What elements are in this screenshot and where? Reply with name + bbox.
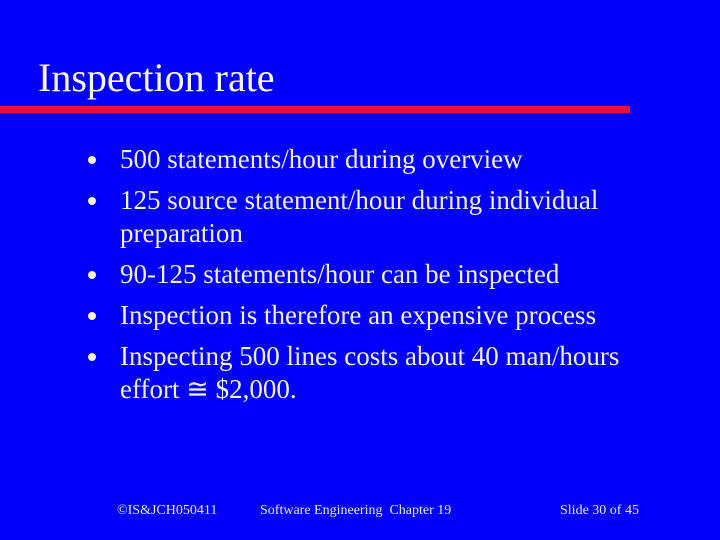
footer-course-label: Software Engineering Chapter 19 — [260, 503, 452, 518]
bullet-dot-icon — [88, 353, 96, 361]
bullet-dot-icon — [88, 312, 96, 320]
bullet-line: Inspecting 500 lines costs about 40 man/… — [120, 341, 620, 371]
bullet-item: 90-125 statements/hour can be inspected — [88, 258, 660, 291]
bullet-item: 125 source statement/hour during individ… — [88, 184, 660, 250]
slide-footer: ©IS&JCH050411 Software Engineering Chapt… — [0, 502, 720, 522]
bullet-line: 500 statements/hour during overview — [120, 144, 523, 174]
bullet-line: effort ≅ $2,000. — [120, 374, 297, 404]
footer-copyright: ©IS&JCH050411 — [117, 503, 218, 518]
bullet-item: 500 statements/hour during overview — [88, 143, 660, 176]
bullet-item: Inspection is therefore an expensive pro… — [88, 299, 660, 332]
bullet-dot-icon — [88, 271, 96, 279]
bullet-line: Inspection is therefore an expensive pro… — [120, 300, 597, 330]
bullet-line: 90-125 statements/hour can be inspected — [120, 259, 560, 289]
footer-slide-number: Slide 30 of 45 — [560, 503, 639, 518]
slide-title: Inspection rate — [38, 55, 275, 100]
bullet-dot-icon — [88, 156, 96, 164]
bullet-item: Inspecting 500 lines costs about 40 man/… — [88, 340, 660, 406]
bullet-dot-icon — [88, 197, 96, 205]
bullet-line: 125 source statement/hour during individ… — [120, 185, 599, 215]
bullet-list: 500 statements/hour during overview 125 … — [88, 143, 660, 414]
bullet-line: preparation — [120, 218, 243, 248]
title-underline-rule — [0, 106, 630, 113]
